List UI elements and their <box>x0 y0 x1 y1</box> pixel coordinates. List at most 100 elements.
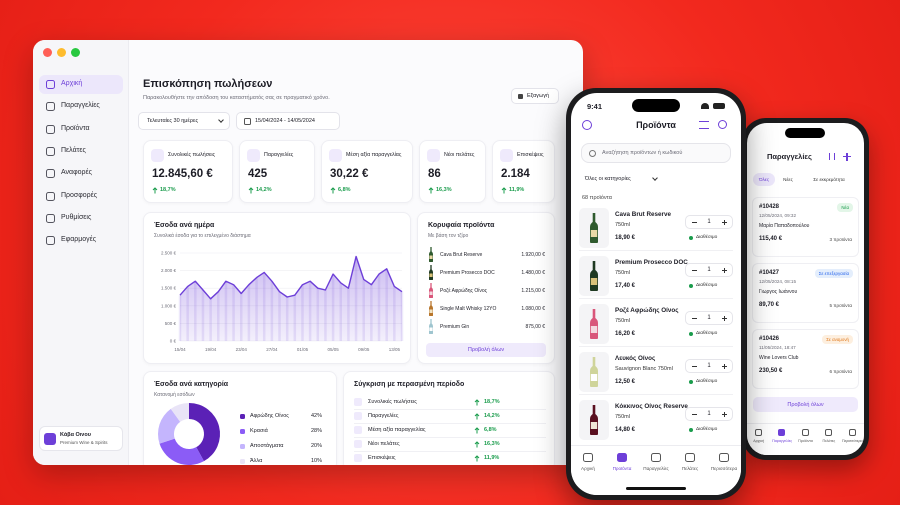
order-card[interactable]: #10428 12/05/2024, 09:32 Μαρία Παπαδοπούλο… <box>752 197 859 257</box>
kpi-label: Μέση αξία παραγγελίας <box>346 152 402 158</box>
product-name: Cava Brut Reserve <box>615 211 672 218</box>
filter-tab[interactable]: Όλες <box>753 173 775 186</box>
donut-segment <box>189 403 221 462</box>
quantity-stepper[interactable]: 1 <box>685 215 733 229</box>
legend-dot <box>240 459 245 464</box>
filter-tab[interactable]: Νέες <box>777 173 799 186</box>
product-price: 17,40 € <box>615 283 636 289</box>
maximize-dot[interactable] <box>71 48 80 57</box>
tab[interactable]: Προϊόντα <box>605 446 639 480</box>
nav-item[interactable]: Εφαρμογές <box>39 231 123 250</box>
bottle-neck <box>430 283 432 288</box>
sort-button[interactable] <box>829 153 835 160</box>
tab-label: Πελάτες <box>822 439 836 443</box>
tab[interactable]: Παραγγελίες <box>639 446 673 480</box>
nav-icon <box>46 236 55 246</box>
minimize-dot[interactable] <box>57 48 66 57</box>
filter-button[interactable] <box>699 121 709 129</box>
nav-item[interactable]: Παραγγελίες <box>39 97 123 116</box>
tab-label: Παραγγελίες <box>643 466 669 471</box>
nav-item[interactable]: Πελάτες <box>39 142 123 161</box>
order-card[interactable]: #10427 12/05/2024, 08:15 Γιωργος Ιωάννου 89… <box>752 263 859 323</box>
y-tick-label: 0 € <box>170 339 177 344</box>
product-name: Λευκός Οίνος <box>615 355 656 362</box>
product-row[interactable]: Κόκκινος Οίνος Reserve 750ml 14,80 € 1 Διαθέ… <box>571 397 741 443</box>
tab-label: Παραγγελίες <box>772 439 793 443</box>
icon <box>500 149 513 162</box>
quantity: 1 <box>707 267 711 273</box>
tab-icon <box>825 429 833 436</box>
view-all-button[interactable]: Προβολή όλων <box>753 397 858 412</box>
store-switcher[interactable]: Κάβα Οινου Premium Wine & Spirits <box>39 426 123 451</box>
quantity-stepper[interactable]: 1 <box>685 359 733 373</box>
search-button[interactable] <box>718 120 727 129</box>
nav-item[interactable]: Ρυθμίσεις <box>39 209 123 228</box>
up-arrow <box>330 187 336 194</box>
filter-tab[interactable]: Σε εκκρεμότητα <box>801 173 857 186</box>
arrow-shape <box>474 441 480 448</box>
tab[interactable]: Αρχική <box>747 424 770 452</box>
period-dropdown[interactable]: Τελευταίες 30 ημέρες <box>138 112 230 130</box>
donut-chart <box>158 403 221 465</box>
x-tick-label: 23/04 <box>236 347 248 352</box>
plus-v <box>724 268 725 273</box>
page-subtitle: Παρακολουθήστε την απόδοση του καταστήμα… <box>143 95 330 101</box>
product-row[interactable]: Cava Brut Reserve 750ml 18,90 € 1 Διαθέσιμο <box>571 205 741 251</box>
info-button[interactable] <box>582 120 592 130</box>
tab[interactable]: Αρχική <box>571 446 605 480</box>
view-all-button[interactable]: Προβολή όλων <box>426 343 546 357</box>
order-date: 12/05/2024, 08:15 <box>759 279 797 284</box>
chart-title: Έσοδα ανά ημέρα <box>154 222 215 229</box>
chevron <box>652 175 658 181</box>
nav-icon <box>46 213 55 223</box>
bottle-label <box>590 230 598 237</box>
bottle-neck <box>592 309 596 319</box>
quantity-stepper[interactable]: 1 <box>685 407 733 421</box>
nav-item[interactable]: Αρχική <box>39 75 123 94</box>
product-row[interactable]: Ροζέ Αφρώδης Οίνος 750ml 16,20 € 1 Διαθέσιμο <box>571 301 741 347</box>
tab-bar: Αρχική Προϊόντα Παραγγελίες Πελάτες Περισσότ… <box>571 445 741 495</box>
search-field[interactable]: Αναζήτηση προϊόντων ή κωδικού <box>581 143 731 163</box>
tab-icon <box>848 429 856 436</box>
y-tick-label: 500 € <box>165 321 177 326</box>
product-row[interactable]: Λευκός Οίνος Sauvignon Blanc 750ml 12,50 €… <box>571 349 741 395</box>
tab[interactable]: Περισσότερα <box>707 446 741 480</box>
nav-label: Αναφορές <box>61 169 92 177</box>
product-name: Ροζέ Αφρώδης Οίνος <box>615 307 679 314</box>
divider <box>354 409 546 410</box>
kpi-change: 18,7% <box>160 187 176 193</box>
nav-item[interactable]: Προϊόντα <box>39 120 123 139</box>
up-arrow <box>474 413 480 420</box>
nav-item[interactable]: Αναφορές <box>39 164 123 183</box>
order-card[interactable]: #10426 11/05/2024, 18:47 Wine Lovers Club 2… <box>752 329 859 389</box>
arrow-shape <box>474 413 480 420</box>
quantity-stepper[interactable]: 1 <box>685 263 733 277</box>
product-name: Premium Gin <box>440 324 470 330</box>
tab[interactable]: Περισσότερα <box>841 424 864 452</box>
status-time: 9:41 <box>587 102 603 111</box>
date-range[interactable]: 15/04/2024 - 14/05/2024 <box>236 112 340 130</box>
export-button[interactable]: Εξαγωγή <box>511 88 559 104</box>
tab[interactable]: Πελάτες <box>817 424 840 452</box>
up-arrow <box>248 187 254 194</box>
bottle-label <box>590 326 598 333</box>
nav-icon <box>46 80 55 89</box>
quantity-stepper[interactable]: 1 <box>685 311 733 325</box>
bottle-label <box>590 278 598 285</box>
category-filter[interactable]: Όλες οι κατηγορίες <box>581 173 663 188</box>
arrow-shape <box>248 187 254 194</box>
icon <box>354 426 362 434</box>
product-name: Ροζέ Αφρώδης Οίνος <box>440 288 488 294</box>
product-row[interactable]: Premium Prosecco DOC 750ml 17,40 € 1 Διαθέσι… <box>571 253 741 299</box>
revenue-card: Έσοδα ανά ημέρα Συνολικά έσοδα για το επι… <box>143 212 411 364</box>
tab[interactable]: Πελάτες <box>673 446 707 480</box>
nav-item[interactable]: Προσφορές <box>39 187 123 206</box>
product-name: Single Malt Whisky 12YO <box>440 306 497 312</box>
tab[interactable]: Προϊόντα <box>794 424 817 452</box>
filter-label: Όλες οι κατηγορίες <box>585 176 631 182</box>
close-dot[interactable] <box>43 48 52 57</box>
tab[interactable]: Παραγγελίες <box>770 424 793 452</box>
product-count: 68 προϊόντα <box>582 195 612 201</box>
bottle-label <box>590 422 598 429</box>
order-id: #10428 <box>759 204 780 210</box>
